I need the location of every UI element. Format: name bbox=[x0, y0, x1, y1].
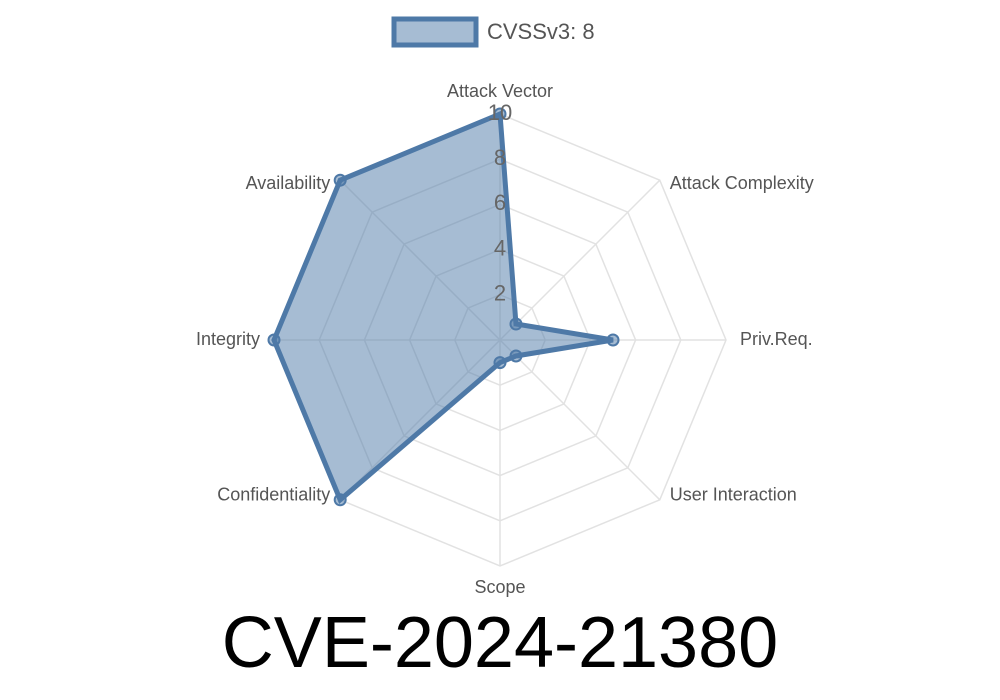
data-point bbox=[493, 356, 507, 370]
axis-label: Confidentiality bbox=[217, 484, 330, 504]
series-area bbox=[271, 110, 614, 504]
data-point bbox=[333, 173, 347, 187]
r-tick-label: 8 bbox=[494, 145, 506, 170]
axis-label: Scope bbox=[474, 577, 525, 597]
data-point bbox=[509, 317, 523, 331]
spoke bbox=[499, 179, 661, 341]
data-point bbox=[333, 493, 347, 507]
legend-label: CVSSv3: 8 bbox=[487, 19, 595, 44]
r-tick-label: 10 bbox=[488, 100, 512, 125]
axis-label: Integrity bbox=[196, 329, 260, 349]
data-point bbox=[509, 349, 523, 363]
axis-label: Attack Complexity bbox=[670, 173, 814, 193]
legend-swatch bbox=[391, 16, 479, 48]
axis-label: Attack Vector bbox=[447, 81, 553, 101]
axis-label: User Interaction bbox=[670, 484, 797, 504]
chart-title: CVE-2024-21380 bbox=[222, 603, 778, 683]
data-point bbox=[606, 333, 620, 347]
data-point bbox=[267, 333, 281, 347]
data-point bbox=[493, 107, 507, 121]
spoke bbox=[499, 339, 661, 501]
r-tick-label: 4 bbox=[494, 235, 506, 260]
axis-label: Priv.Req. bbox=[740, 329, 813, 349]
r-tick-label: 6 bbox=[494, 190, 506, 215]
axis-label: Availability bbox=[246, 173, 331, 193]
r-tick-label: 2 bbox=[494, 281, 506, 306]
